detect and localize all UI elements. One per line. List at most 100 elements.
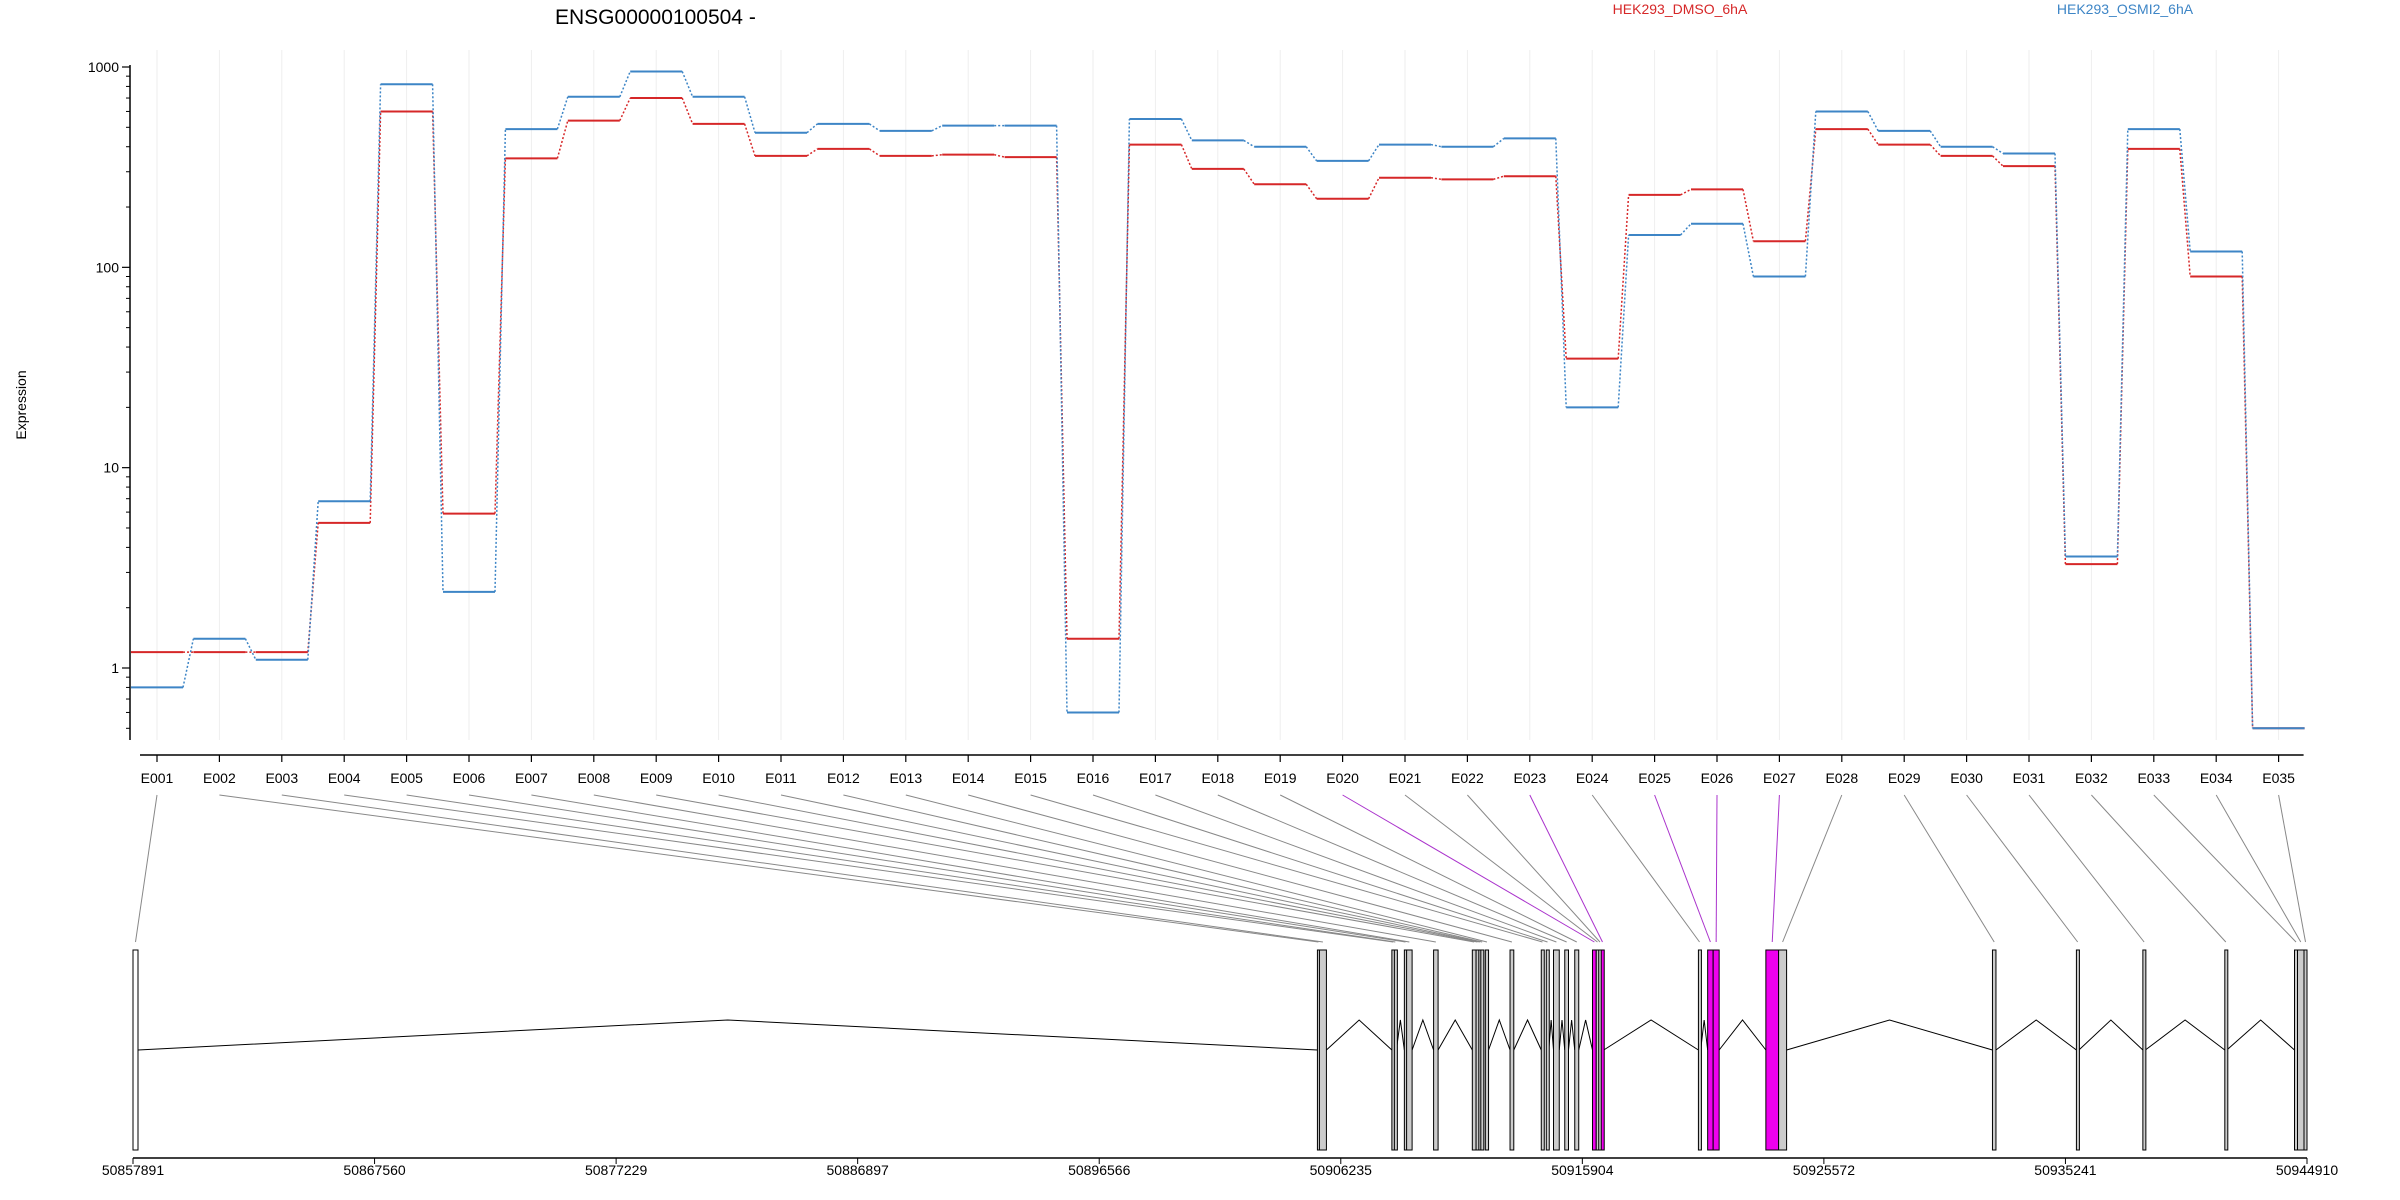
step-connector [1367,144,1380,162]
coordinate-tick-label: 50867560 [343,1162,406,1178]
exon-connector [1771,794,1780,943]
exon-box [2224,949,2229,1151]
exon-connector [344,794,1394,943]
step-connector [2179,129,2191,252]
exon-connector [1529,794,1603,943]
x-tick-label: E032 [2075,770,2108,786]
exon-box [132,949,139,1151]
step-connector [431,84,444,592]
intron-line [137,1019,1318,1051]
exon-connector [2215,794,2302,943]
exon-box [1545,949,1550,1151]
step-connector [1305,183,1318,200]
intron-line [1568,1019,1576,1051]
exon-connector [531,794,1410,943]
step-connector [1680,223,1692,236]
step-connector [2241,251,2254,729]
step-connector [1180,118,1193,141]
x-tick-label: E020 [1326,770,1359,786]
x-tick-label: E033 [2137,770,2170,786]
exon-box [1433,949,1439,1151]
exon-box [1778,949,1788,1151]
exon-connector [1092,794,1548,943]
exon-connector [593,794,1436,943]
y-tick-label: 100 [96,259,120,275]
exon-connector [656,794,1475,943]
x-tick-label: E026 [1701,770,1734,786]
step-connector [1742,189,1755,242]
exon-box [1509,949,1515,1151]
exon-box [1564,949,1570,1151]
exon-connector [718,794,1478,943]
step-connector [1929,144,1942,157]
exon-connector [1654,794,1711,943]
coordinate-tick-label: 50896566 [1068,1162,1131,1178]
exon-box [2297,949,2305,1151]
x-tick-label: E019 [1264,770,1297,786]
x-tick-label: E006 [453,770,486,786]
x-tick-label: E016 [1077,770,1110,786]
exon-box [2142,949,2147,1151]
exon-connector [219,794,1319,943]
intron-line [1786,1019,1993,1051]
exon-connector [905,794,1488,943]
intron-line [2078,1019,2144,1051]
intron-line [1718,1019,1767,1051]
exon-connector [1030,794,1543,943]
step-connector [1055,125,1068,713]
exon-box [1697,949,1702,1151]
exon-tick-labels: E001 E002 E003 E004 E005 E006 E007 E008 E009 E010… [141,755,2295,786]
step-connector [182,638,195,688]
step-connector [1929,130,1942,148]
intron-line [1437,1018,1473,1051]
exon-box [1393,949,1398,1151]
step-connector [1617,194,1630,359]
intron-line [1995,1019,2077,1051]
step-connector [2116,129,2129,557]
exon-box [1406,949,1413,1151]
x-tick-label: E023 [1513,770,1546,786]
coordinate-tick-label: 50877229 [585,1162,648,1178]
step-connector [931,124,943,132]
step-connector [806,148,818,157]
exon-connector-lines [135,794,2306,943]
exon-connector [1155,794,1557,943]
step-connector [1742,223,1755,277]
coordinate-tick-label: 50886897 [827,1162,890,1178]
exon-connector [406,794,1396,943]
coordinate-tick-label: 50935241 [2034,1162,2097,1178]
step-connector [1180,144,1193,170]
step-connector [1555,138,1567,408]
exon-box [2303,949,2308,1151]
vertical-gridlines [156,50,2280,740]
step-connector [1493,175,1505,181]
step-connector [1430,177,1442,181]
x-tick-label: E031 [2013,770,2046,786]
x-tick-label: E035 [2262,770,2295,786]
step-connector [494,158,507,514]
y-axis-label: Expression [13,370,29,439]
step-connector [868,148,881,157]
intron-line [2145,1019,2226,1051]
x-tick-label: E024 [1576,770,1609,786]
x-tick-label: E022 [1451,770,1484,786]
step-connector [556,96,569,130]
x-tick-label: E028 [1825,770,1858,786]
step-connector [369,84,382,502]
step-connector [1680,188,1692,196]
exon-box [1553,949,1560,1151]
step-connector [931,153,943,157]
exon-box [1765,949,1780,1151]
step-connector [1492,137,1505,148]
exon-connector [468,794,1406,943]
intron-line [1578,1019,1593,1051]
exon-connector [1591,794,1700,943]
exon-box [1318,949,1327,1151]
step-connector [1867,128,1879,145]
intron-line [1488,1018,1511,1051]
x-tick-label: E004 [328,770,361,786]
x-tick-label: E014 [952,770,985,786]
step-connector [556,120,569,159]
y-tick-label: 10 [103,460,119,476]
step-connector [1367,177,1380,200]
